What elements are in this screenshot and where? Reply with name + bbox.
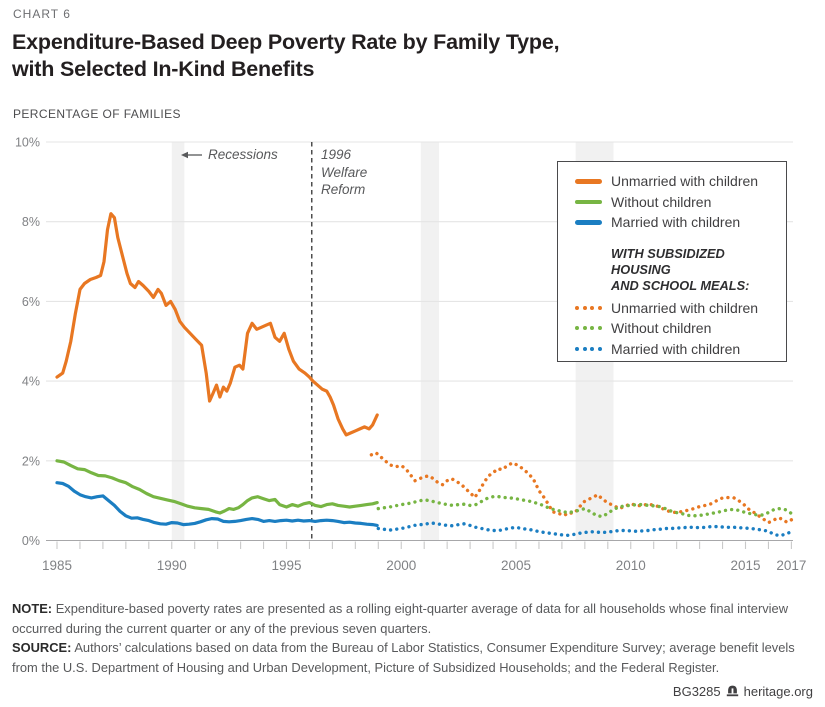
recessions-label: Recessions	[208, 147, 278, 162]
y-axis-label: 6%	[22, 295, 40, 309]
series-dotted-married-with	[376, 521, 794, 538]
series-solid-without-children	[55, 459, 379, 515]
x-axis-label: 2015	[730, 558, 760, 573]
legend-item-label: Married with children	[611, 214, 741, 231]
y-axis-label: 10%	[15, 136, 40, 150]
document-id: BG3285	[672, 684, 721, 699]
note-text: Expenditure-based poverty rates are pres…	[12, 601, 789, 636]
legend-item-label: Unmarried with children	[611, 173, 759, 190]
legend: Unmarried with children Without children…	[557, 161, 787, 362]
y-axis-label: 0%	[22, 534, 40, 548]
legend-item-label: Without children	[611, 320, 712, 337]
notes-block: NOTE: Expenditure-based poverty rates ar…	[12, 599, 818, 677]
legend-subsidized-header-line-1: WITH SUBSIDIZED HOUSING	[611, 245, 725, 277]
chart-number-label: CHART 6	[13, 7, 71, 21]
heritage-bell-logo-icon	[726, 685, 738, 697]
title-line-2: with Selected In-Kind Benefits	[12, 57, 315, 81]
note-label: NOTE:	[12, 601, 53, 616]
welfare-line-2: Welfare	[321, 164, 368, 180]
x-axis-label: 2000	[386, 558, 416, 573]
legend-item-label: Unmarried with children	[611, 299, 759, 316]
recessions-arrow-icon	[181, 151, 202, 158]
source-label: SOURCE:	[12, 640, 72, 655]
welfare-line-1: 1996	[321, 147, 352, 162]
legend-item-without-children-subsidized: Without children	[575, 318, 786, 339]
title-line-1: Expenditure-Based Deep Poverty Rate by F…	[12, 30, 560, 54]
x-axis-label: 1985	[42, 558, 72, 573]
dotted-line-swatch-icon	[575, 346, 602, 351]
welfare-line-3: Reform	[321, 182, 366, 197]
recession-band	[171, 142, 185, 541]
legend-item-married: Married with children	[575, 212, 786, 233]
legend-item-label: Married with children	[611, 340, 741, 357]
x-axis-label: 1990	[157, 558, 187, 573]
footer-brand: BG3285 heritage.org	[673, 684, 813, 699]
series-dotted-without-children	[376, 495, 794, 519]
x-axis-label: 2005	[501, 558, 531, 573]
x-axis-label: 1995	[271, 558, 301, 573]
page-title: Expenditure-Based Deep Poverty Rate by F…	[12, 29, 560, 83]
site-link[interactable]: heritage.org	[743, 684, 813, 699]
solid-line-swatch-icon	[575, 199, 602, 204]
legend-subsidized-header-line-2: AND SCHOOL MEALS:	[611, 277, 750, 293]
y-axis-label: 8%	[22, 215, 40, 229]
legend-item-unmarried: Unmarried with children	[575, 171, 786, 192]
y-axis-label: 4%	[22, 375, 40, 389]
legend-item-without-children: Without children	[575, 192, 786, 213]
legend-item-unmarried-subsidized: Unmarried with children	[575, 298, 786, 319]
recession-band	[420, 142, 440, 541]
legend-item-married-subsidized: Married with children	[575, 339, 786, 360]
y-axis-unit-label: PERCENTAGE OF FAMILIES	[13, 107, 181, 121]
y-axis-label: 2%	[22, 454, 40, 468]
series-solid-married-with	[55, 481, 379, 527]
solid-line-swatch-icon	[575, 220, 602, 225]
welfare-reform-annotation: 1996 Welfare Reform	[321, 146, 367, 199]
legend-item-label: Without children	[611, 193, 712, 210]
dotted-line-swatch-icon	[575, 305, 602, 310]
solid-line-swatch-icon	[575, 179, 602, 184]
legend-subsidized-header: WITH SUBSIDIZED HOUSING AND SCHOOL MEALS…	[611, 246, 786, 294]
source-text: Authors’ calculations based on data from…	[12, 640, 795, 675]
x-axis-label: 2010	[616, 558, 646, 573]
dotted-line-swatch-icon	[575, 326, 602, 331]
recessions-annotation: Recessions	[181, 147, 278, 162]
x-axis-label: 2017	[776, 558, 806, 573]
series-solid-unmarried-with	[55, 212, 379, 437]
